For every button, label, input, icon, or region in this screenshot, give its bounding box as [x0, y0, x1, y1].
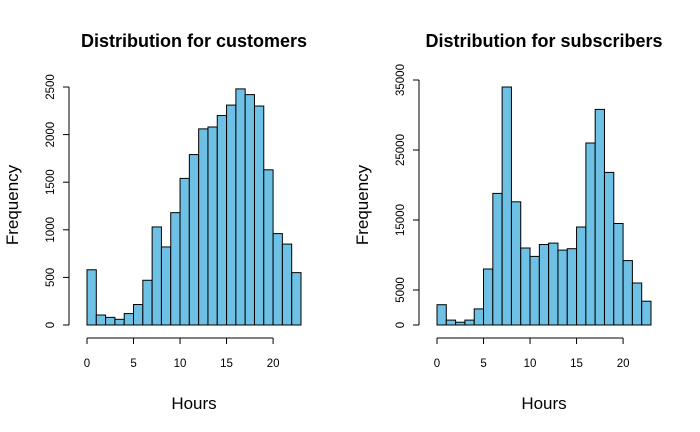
subscribers-bar-hour-3 [464, 319, 475, 326]
subscribers-x-axis-label: Hours [521, 394, 566, 413]
subscribers-bar-hour-11 [538, 244, 550, 326]
subscribers-bar-hour-16 [585, 142, 596, 326]
customers-y-tick-label-1500: 1500 [45, 169, 57, 195]
customers-bar-hour-14 [216, 115, 228, 326]
subscribers-bar-hour-10 [529, 255, 540, 326]
customers-y-tick-label-500: 500 [45, 268, 57, 287]
customers-bar-hour-13 [207, 126, 218, 326]
customers-bar-hour-9 [170, 212, 181, 326]
subscribers-x-tick-label-5: 5 [480, 358, 486, 370]
subscribers-bar-hour-15 [576, 226, 587, 326]
subscribers-y-tick-label-15000: 15000 [395, 204, 407, 236]
customers-y-tick-label-0: 0 [45, 322, 57, 328]
customers-y-tick-label-2500: 2500 [45, 74, 57, 100]
subscribers-bar-hour-6 [492, 192, 503, 326]
subscribers-bar-hour-2 [455, 321, 466, 326]
subscribers-y-tick-label-5000: 5000 [395, 277, 407, 303]
customers-bar-hour-15 [226, 104, 237, 326]
customers-bar-hour-2 [105, 316, 116, 326]
subscribers-bar-hour-8 [510, 201, 522, 326]
customers-x-tick-label-20: 20 [267, 358, 280, 370]
customers-bar-hour-18 [253, 105, 265, 326]
subscribers-bar-hour-19 [613, 223, 624, 326]
subscribers-bar-hour-21 [631, 282, 643, 326]
customers-y-tick-label-1000: 1000 [45, 217, 57, 243]
subscribers-x-tick-label-0: 0 [434, 358, 440, 370]
subscribers-x-tick-label-10: 10 [524, 358, 537, 370]
customers-bar-hour-3 [114, 318, 125, 326]
customers-x-axis: 0 5 10 15 20 [84, 337, 280, 370]
subscribers-chart-title: Distribution for subscribers [425, 31, 662, 51]
subscribers-bar-hour-20 [622, 260, 633, 326]
subscribers-bar-hour-4 [473, 308, 485, 326]
customers-bar-hour-22 [291, 272, 302, 326]
subscribers-histogram-panel: Distribution for subscribers Hours Frequ… [353, 31, 663, 413]
customers-x-tick-label-5: 5 [130, 358, 136, 370]
subscribers-bar-hour-22 [641, 300, 652, 326]
subscribers-x-axis: 0 5 10 15 20 [434, 337, 630, 370]
customers-bar-hour-8 [160, 246, 172, 326]
subscribers-bars [436, 86, 652, 326]
customers-y-axis-label: Frequency [3, 164, 22, 245]
customers-bar-hour-12 [198, 128, 209, 326]
subscribers-bar-hour-9 [520, 247, 531, 326]
customers-x-axis-label: Hours [171, 394, 216, 413]
subscribers-bar-hour-13 [557, 249, 568, 326]
subscribers-bar-hour-14 [566, 248, 578, 326]
subscribers-x-tick-label-15: 15 [570, 358, 583, 370]
customers-bar-hour-11 [188, 154, 200, 326]
customers-x-tick-label-10: 10 [174, 358, 187, 370]
subscribers-y-tick-label-35000: 35000 [395, 64, 407, 96]
subscribers-bar-hour-7 [501, 86, 512, 326]
customers-bar-hour-17 [244, 94, 255, 326]
customers-bar-hour-20 [272, 233, 283, 326]
customers-bar-hour-21 [281, 243, 293, 326]
subscribers-bar-hour-17 [594, 108, 605, 326]
subscribers-y-axis-label: Frequency [353, 164, 372, 245]
customers-chart-title: Distribution for customers [81, 31, 307, 51]
customers-bars [86, 88, 302, 326]
customers-bar-hour-19 [263, 169, 274, 326]
subscribers-bar-hour-18 [603, 171, 615, 326]
subscribers-y-tick-label-25000: 25000 [395, 134, 407, 166]
customers-bar-hour-10 [179, 177, 190, 326]
subscribers-y-axis: 0 5000 15000 25000 35000 [395, 64, 420, 328]
customers-x-tick-label-15: 15 [220, 358, 233, 370]
customers-histogram-panel: Distribution for customers Hours Frequen… [3, 31, 307, 413]
customers-bar-hour-0 [86, 269, 97, 326]
customers-y-tick-label-2000: 2000 [45, 122, 57, 148]
customers-bar-hour-5 [133, 304, 144, 326]
customers-bar-hour-6 [142, 279, 153, 326]
customers-bar-hour-7 [151, 226, 162, 326]
subscribers-bar-hour-1 [445, 319, 457, 326]
customers-bar-hour-4 [123, 313, 135, 326]
subscribers-y-tick-label-0: 0 [395, 322, 407, 328]
subscribers-bar-hour-12 [548, 242, 559, 326]
subscribers-bar-hour-5 [483, 268, 494, 326]
subscribers-x-tick-label-20: 20 [617, 358, 630, 370]
customers-bar-hour-1 [95, 314, 107, 326]
customers-bar-hour-16 [235, 88, 246, 326]
customers-x-tick-label-0: 0 [84, 358, 90, 370]
subscribers-bar-hour-0 [436, 304, 447, 326]
customers-y-axis: 0 500 1000 1500 2000 2500 [45, 74, 70, 328]
